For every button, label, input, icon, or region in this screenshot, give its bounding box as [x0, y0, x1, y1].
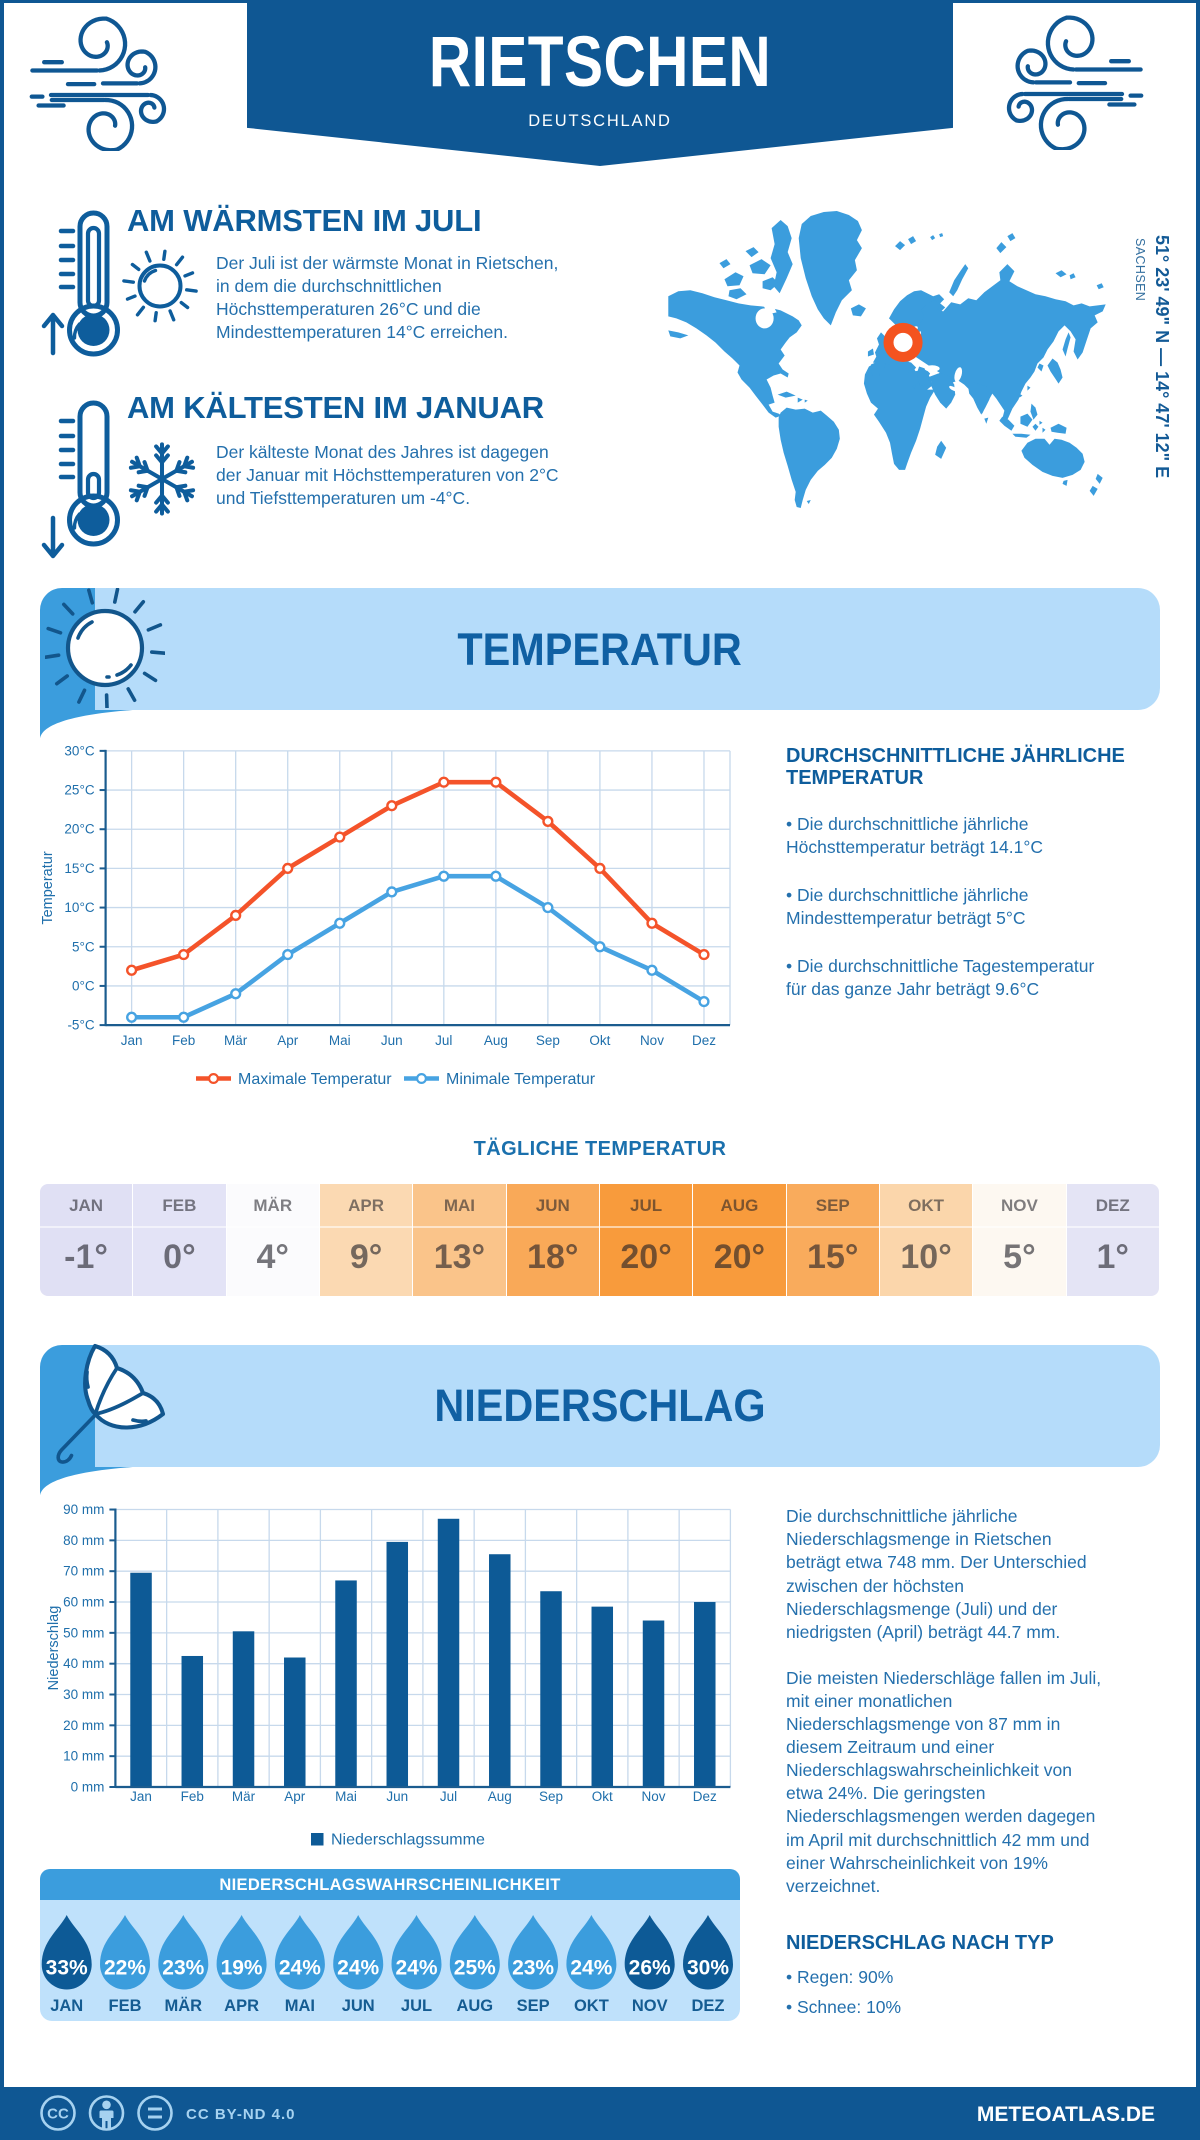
svg-text:Mai: Mai	[329, 1033, 351, 1048]
svg-text:50 mm: 50 mm	[63, 1625, 104, 1640]
svg-text:Minimale Temperatur: Minimale Temperatur	[446, 1071, 596, 1088]
svg-text:30°C: 30°C	[64, 743, 94, 758]
svg-text:26%: 26%	[629, 1957, 671, 1980]
svg-text:Jun: Jun	[386, 1789, 408, 1804]
svg-text:Jun: Jun	[381, 1033, 403, 1048]
svg-text:24%: 24%	[570, 1957, 612, 1980]
svg-text:20 mm: 20 mm	[63, 1718, 104, 1733]
svg-text:Mär: Mär	[224, 1033, 248, 1048]
svg-text:Jan: Jan	[121, 1033, 143, 1048]
svg-text:25%: 25%	[454, 1957, 496, 1980]
svg-text:Mär: Mär	[232, 1789, 256, 1804]
svg-text:Apr: Apr	[277, 1033, 299, 1048]
svg-text:23%: 23%	[512, 1957, 554, 1980]
svg-text:Feb: Feb	[181, 1789, 204, 1804]
svg-text:CC BY-ND 4.0: CC BY-ND 4.0	[186, 2106, 296, 2123]
svg-text:Nov: Nov	[642, 1789, 666, 1804]
svg-text:DEZ: DEZ	[692, 1997, 725, 2015]
svg-text:90 mm: 90 mm	[63, 1502, 104, 1517]
svg-text:23%: 23%	[162, 1957, 204, 1980]
svg-text:Jul: Jul	[440, 1789, 457, 1804]
svg-text:10 mm: 10 mm	[63, 1749, 104, 1764]
svg-text:-5°C: -5°C	[67, 1018, 94, 1033]
svg-text:Jul: Jul	[435, 1033, 452, 1048]
svg-text:19%: 19%	[221, 1957, 263, 1980]
svg-text:FEB: FEB	[109, 1997, 142, 2015]
svg-text:Dez: Dez	[693, 1789, 717, 1804]
svg-text:Apr: Apr	[284, 1789, 306, 1804]
svg-text:20°C: 20°C	[64, 822, 94, 837]
svg-text:APR: APR	[224, 1997, 259, 2015]
svg-text:JUN: JUN	[342, 1997, 375, 2015]
svg-text:JUL: JUL	[401, 1997, 432, 2015]
svg-text:0°C: 0°C	[72, 978, 95, 993]
svg-text:33%: 33%	[46, 1957, 88, 1980]
svg-text:Aug: Aug	[488, 1789, 512, 1804]
svg-text:NOV: NOV	[632, 1997, 668, 2015]
svg-text:0 mm: 0 mm	[71, 1780, 105, 1795]
svg-text:MAI: MAI	[285, 1997, 315, 2015]
svg-text:Aug: Aug	[484, 1033, 508, 1048]
svg-text:30 mm: 30 mm	[63, 1687, 104, 1702]
svg-text:Okt: Okt	[589, 1033, 610, 1048]
svg-text:24%: 24%	[395, 1957, 437, 1980]
svg-text:Feb: Feb	[172, 1033, 195, 1048]
svg-text:Sep: Sep	[536, 1033, 560, 1048]
svg-text:Maximale Temperatur: Maximale Temperatur	[238, 1071, 392, 1088]
svg-text:CC: CC	[47, 2106, 69, 2123]
svg-text:Niederschlagssumme: Niederschlagssumme	[331, 1832, 485, 1849]
svg-text:80 mm: 80 mm	[63, 1533, 104, 1548]
svg-text:24%: 24%	[337, 1957, 379, 1980]
svg-text:OKT: OKT	[574, 1997, 609, 2015]
svg-text:MÄR: MÄR	[165, 1997, 203, 2015]
svg-text:JAN: JAN	[50, 1997, 83, 2015]
svg-text:70 mm: 70 mm	[63, 1564, 104, 1579]
svg-text:25°C: 25°C	[64, 783, 94, 798]
svg-text:Dez: Dez	[692, 1033, 716, 1048]
svg-text:Jan: Jan	[130, 1789, 152, 1804]
svg-text:Nov: Nov	[640, 1033, 664, 1048]
svg-text:40 mm: 40 mm	[63, 1656, 104, 1671]
svg-text:Okt: Okt	[592, 1789, 613, 1804]
svg-text:Mai: Mai	[335, 1789, 357, 1804]
svg-text:30%: 30%	[687, 1957, 729, 1980]
svg-text:Niederschlag: Niederschlag	[46, 1606, 62, 1691]
svg-text:10°C: 10°C	[64, 900, 94, 915]
svg-text:SEP: SEP	[517, 1997, 550, 2015]
svg-text:5°C: 5°C	[72, 939, 95, 954]
svg-text:AUG: AUG	[456, 1997, 493, 2015]
svg-text:24%: 24%	[279, 1957, 321, 1980]
svg-text:60 mm: 60 mm	[63, 1595, 104, 1610]
svg-text:Temperatur: Temperatur	[40, 851, 56, 925]
svg-text:15°C: 15°C	[64, 861, 94, 876]
svg-text:Sep: Sep	[539, 1789, 563, 1804]
svg-text:22%: 22%	[104, 1957, 146, 1980]
